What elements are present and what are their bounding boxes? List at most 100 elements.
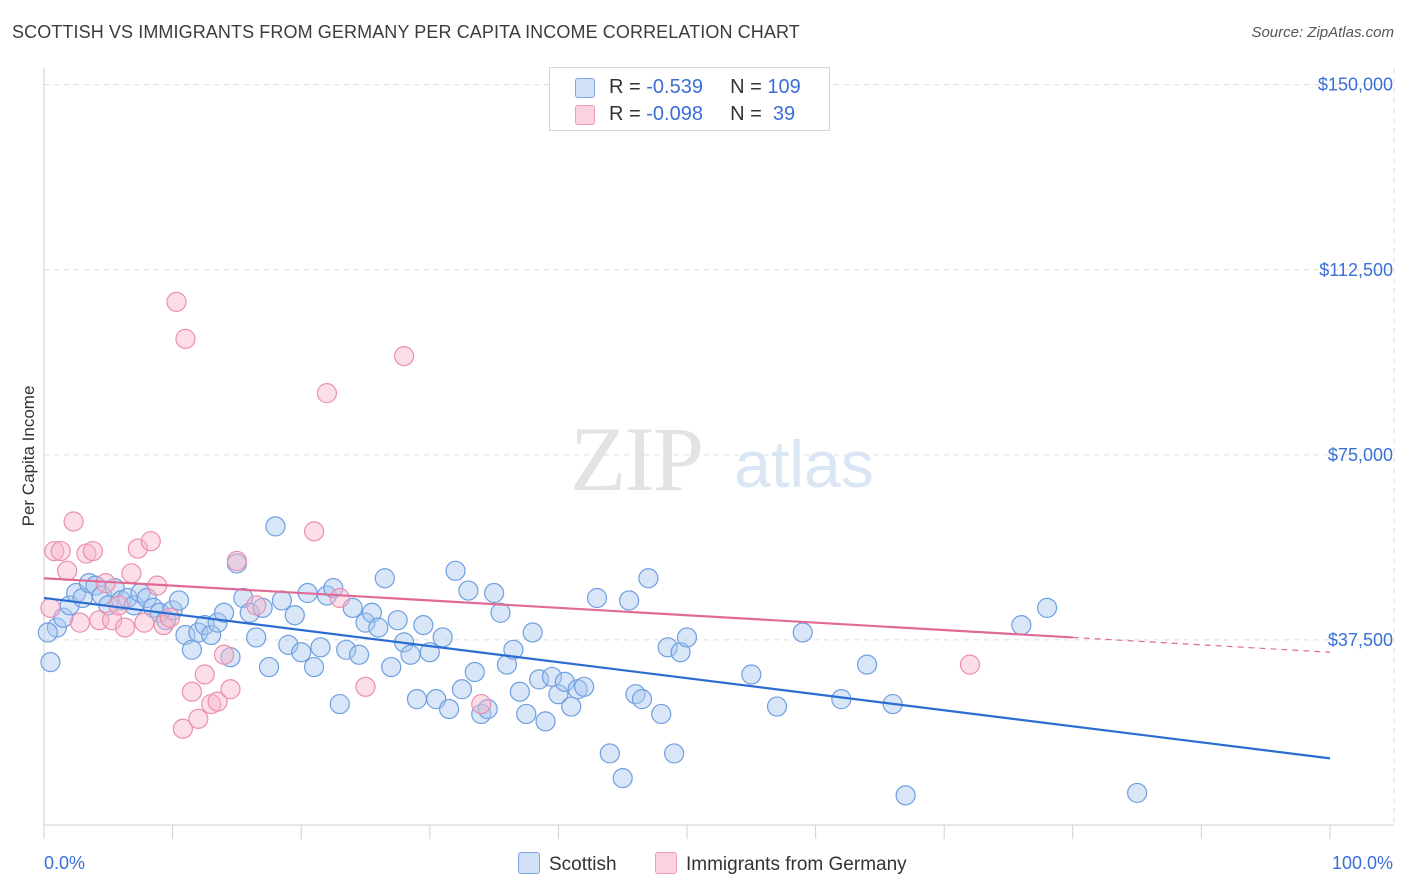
germany-point (175, 328, 196, 349)
legend-swatch-germany (575, 105, 595, 125)
germany-point (82, 540, 103, 562)
scottish-point (670, 642, 691, 663)
scottish-point (291, 642, 312, 663)
scottish-point (278, 634, 299, 655)
bottom-legend-scottish[interactable]: Scottish (518, 852, 617, 876)
scottish-point (368, 617, 389, 638)
scottish-point (651, 703, 672, 725)
germany-point (959, 654, 981, 675)
legend-r-value: -0.098 (646, 103, 703, 125)
germany-point (393, 346, 415, 367)
germany-point (57, 560, 78, 581)
scottish-point (895, 785, 916, 806)
germany-point (329, 587, 350, 609)
germany-trend-line (43, 577, 1073, 639)
scottish-point (445, 560, 466, 581)
scottish-point (246, 627, 267, 648)
scottish-point (529, 669, 550, 690)
germany-point (246, 595, 267, 616)
scottish-point (638, 568, 659, 589)
bottom-legend-germany[interactable]: Immigrants from Germany (655, 852, 907, 876)
scottish-trend-line (43, 596, 1331, 760)
legend-r-label: R = (609, 103, 647, 125)
series-scottish-points (37, 516, 1148, 806)
y-tick-label: $37,500 (1328, 630, 1393, 650)
scottish-point (676, 627, 698, 648)
legend-n-label: N = (730, 76, 768, 98)
germany-point (220, 679, 241, 700)
scottish-point (40, 652, 61, 673)
germany-point (316, 383, 338, 404)
germany-point (188, 708, 209, 729)
scottish-point (175, 624, 196, 646)
scottish-point (400, 644, 421, 665)
germany-point (207, 691, 228, 712)
scottish-point (464, 661, 485, 683)
germany-point (134, 612, 155, 633)
y-tick-label: $112,500 (1319, 260, 1393, 280)
germany-point (194, 664, 215, 685)
scottish-point (181, 639, 202, 660)
germany-point (303, 521, 325, 542)
scottish-point (1036, 597, 1058, 618)
axes (43, 68, 1394, 839)
y-tick-label: $150,000 (1318, 75, 1393, 95)
y-axis-label: Per Capita Income (19, 386, 38, 527)
scottish-point (233, 587, 254, 609)
scottish-point (1126, 782, 1148, 804)
scottish-point (406, 689, 428, 710)
germany-point (127, 538, 148, 559)
germany-point (102, 610, 123, 631)
germany-trend-extension (1072, 636, 1331, 653)
scottish-point (586, 587, 608, 609)
scottish-point (484, 582, 505, 604)
scottish-point (503, 639, 524, 660)
scottish-point (554, 671, 575, 692)
germany-point (40, 597, 61, 618)
trend-lines (43, 577, 1331, 760)
x-tick-label: 0.0% (44, 853, 85, 873)
scottish-point (856, 654, 878, 675)
scottish-point (284, 605, 305, 626)
scottish-point (37, 622, 58, 643)
scottish-point (168, 590, 190, 611)
bottom-legend-swatch-germany (655, 852, 677, 874)
scottish-point (355, 612, 376, 633)
scottish-point (432, 627, 453, 648)
germany-point (172, 718, 193, 739)
scottish-point (535, 711, 556, 732)
scottish-point (664, 743, 685, 764)
scottish-point (361, 602, 383, 623)
scottish-point (413, 615, 434, 636)
scottish-point (792, 622, 813, 643)
watermark-zip: ZIP (570, 408, 702, 510)
germany-point (226, 550, 247, 572)
scottish-point (201, 624, 222, 646)
scottish-point (213, 602, 235, 623)
scottish-point (599, 743, 620, 764)
germany-point (121, 563, 142, 584)
scottish-point (766, 696, 788, 717)
legend-row-germany: R = -0.098 N = 39 (550, 100, 829, 128)
scottish-point (258, 656, 280, 678)
scottish-point (348, 644, 370, 665)
scottish-point (458, 580, 479, 601)
chart-title: SCOTTISH VS IMMIGRANTS FROM GERMANY PER … (12, 22, 800, 42)
scottish-point (207, 612, 228, 633)
scottish-point (438, 698, 460, 720)
tick-labels: $37,500 $75,000 $112,500 $150,000 0.0% 100.0% (44, 75, 1393, 873)
germany-point (140, 531, 161, 552)
germany-point (213, 644, 235, 665)
scottish-point (1011, 615, 1032, 636)
scottish-point (194, 615, 215, 636)
legend-n-value: 39 (767, 103, 796, 125)
germany-point (114, 617, 136, 638)
bottom-legend-label-germany: Immigrants from Germany (686, 854, 907, 875)
scottish-point (548, 684, 569, 705)
germany-point (181, 681, 202, 702)
grid-lines (44, 68, 1395, 825)
scottish-point (522, 622, 543, 643)
scottish-point (323, 577, 344, 599)
scottish-point (387, 610, 408, 631)
